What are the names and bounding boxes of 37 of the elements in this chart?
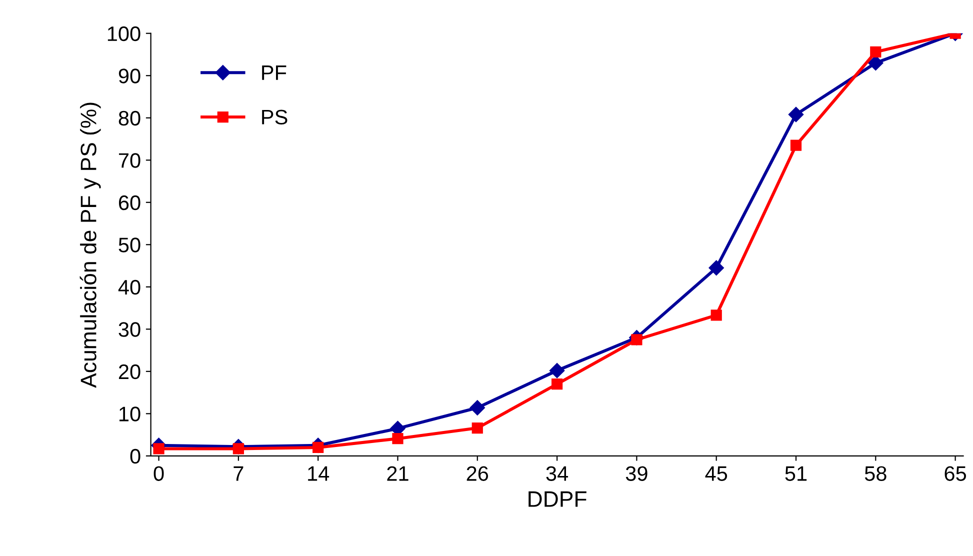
point: [549, 362, 565, 378]
x-tick-label: 14: [308, 466, 330, 481]
x-tick-label: 51: [785, 466, 807, 481]
x-tick-label: 26: [466, 466, 488, 481]
x-tick-label: 39: [626, 466, 648, 481]
point: [392, 433, 404, 444]
y-tick-label: 60: [118, 195, 140, 210]
point: [788, 106, 804, 122]
x-tick-label: 34: [546, 466, 568, 481]
y-tick-label: 100: [108, 26, 140, 42]
y-tick-label: 40: [118, 280, 140, 295]
y-tick-label: 10: [120, 406, 140, 422]
x-axis-title: DDPF: [528, 491, 586, 507]
point: [470, 400, 485, 416]
x-tick-label: 21: [387, 466, 408, 481]
y-tick-label: 70: [118, 153, 140, 168]
point: [153, 443, 164, 454]
y-tick-label: 50: [118, 238, 140, 252]
x-tick-label: 7: [234, 466, 244, 481]
y-tick-label: 30: [118, 322, 140, 337]
point: [790, 140, 802, 151]
x-tick-label: 58: [864, 466, 886, 481]
point: [710, 310, 722, 321]
y-tick-label: 20: [118, 364, 140, 380]
x-tick-label: 0: [154, 466, 164, 481]
point: [551, 378, 563, 390]
legend-label: PF: [262, 66, 286, 80]
y-tick-label: 80: [118, 110, 140, 126]
point: [870, 46, 882, 58]
legend-label: PS: [262, 110, 288, 125]
point: [708, 260, 724, 276]
y-axis-title: Acumulación de PF y PS (%): [80, 102, 101, 388]
x-tick-label: 45: [705, 466, 728, 481]
point: [472, 422, 483, 434]
y-tick-label: 0: [130, 448, 140, 464]
y-tick-label: 90: [118, 68, 140, 84]
x-tick-label: 65: [944, 466, 966, 481]
